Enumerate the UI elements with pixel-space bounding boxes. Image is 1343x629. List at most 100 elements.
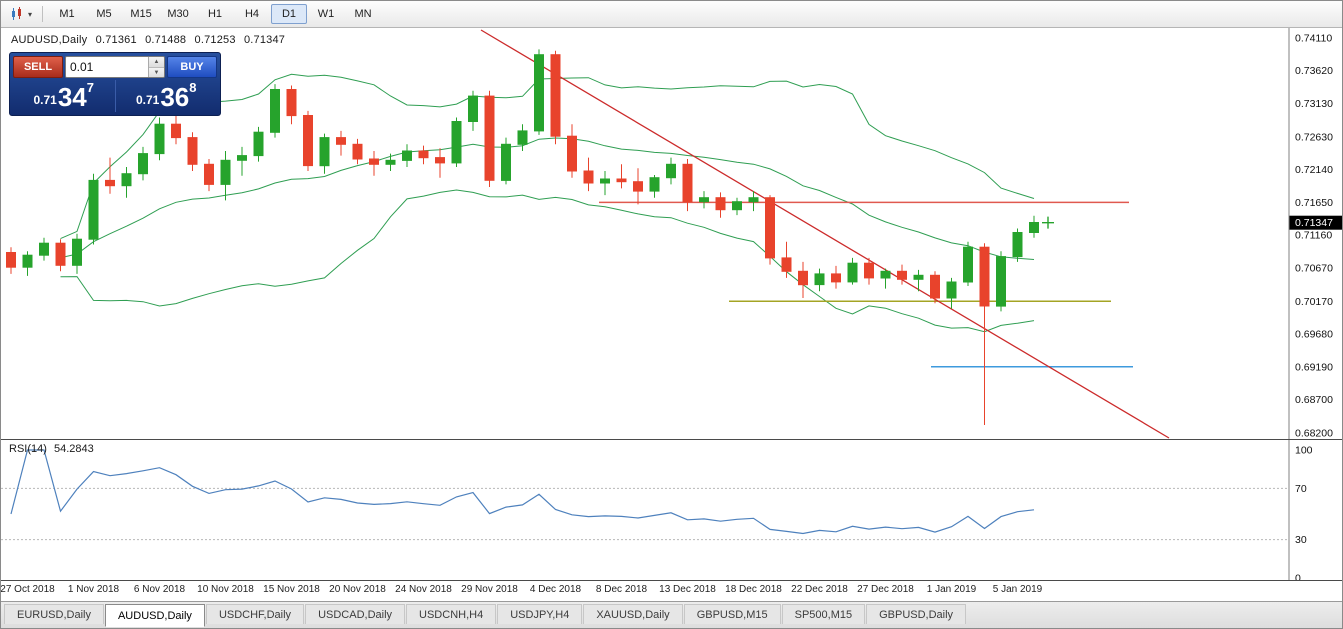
chart-tab-xauusd-daily[interactable]: XAUUSD,Daily xyxy=(583,604,683,624)
candles xyxy=(6,49,1039,425)
timeframe-button-m1[interactable]: M1 xyxy=(59,8,75,20)
svg-text:100: 100 xyxy=(1295,445,1313,457)
lot-spinner: ▲ ▼ xyxy=(148,57,164,77)
current-price-marker xyxy=(1042,216,1054,229)
rsi-value: 54.2843 xyxy=(53,443,94,455)
svg-text:70: 70 xyxy=(1295,483,1307,495)
lot-increase-button[interactable]: ▲ xyxy=(149,57,164,68)
ohlc-close: 0.71347 xyxy=(243,34,286,46)
rsi-line xyxy=(10,449,1035,535)
date-axis-label: 8 Dec 2018 xyxy=(595,584,648,595)
chart-symbol-label: AUDUSD,Daily xyxy=(11,34,88,46)
svg-text:0.71650: 0.71650 xyxy=(1295,197,1333,209)
date-axis-label: 27 Oct 2018 xyxy=(0,584,55,595)
date-axis-label: 5 Jan 2019 xyxy=(992,584,1043,595)
timeframe-button-h1[interactable]: H1 xyxy=(207,8,223,20)
date-axis-label: 1 Nov 2018 xyxy=(67,584,120,595)
svg-text:0.72630: 0.72630 xyxy=(1295,131,1333,143)
price-axis[interactable]: 0.74110 0.73620 0.73130 0.72630 0.72140 0.716… xyxy=(1288,28,1333,440)
ohlc-low: 0.71253 xyxy=(194,34,236,46)
svg-text:30: 30 xyxy=(1295,534,1307,546)
chart-type-button[interactable]: ▾ xyxy=(7,5,36,23)
date-axis-label: 29 Nov 2018 xyxy=(461,584,518,595)
date-axis-label: 10 Nov 2018 xyxy=(197,584,254,595)
date-axis-label: 22 Dec 2018 xyxy=(791,584,848,595)
chart-tab-usdcad-daily[interactable]: USDCAD,Daily xyxy=(305,604,406,624)
buy-price-display: 0.71 36 8 xyxy=(116,80,218,112)
timeframe-button-mn[interactable]: MN xyxy=(354,8,372,20)
chart-ohlc-header: AUDUSD,Daily 0.71361 0.71488 0.71253 0.7… xyxy=(11,34,290,46)
chart-tab-gbpusd-m15[interactable]: GBPUSD,M15 xyxy=(683,604,781,624)
toolbar-separator xyxy=(42,6,44,22)
buy-price-pipette: 8 xyxy=(189,80,197,95)
rsi-panel: 100 70 30 0 RSI(14) 54.2843 xyxy=(1,439,1343,581)
chart-tab-sp500-m15[interactable]: SP500,M15 xyxy=(781,604,866,624)
date-axis-label: 1 Jan 2019 xyxy=(926,584,977,595)
svg-text:0.68200: 0.68200 xyxy=(1295,428,1333,440)
chart-tab-usdcnh-h4[interactable]: USDCNH,H4 xyxy=(406,604,497,624)
lot-size-input[interactable] xyxy=(66,57,148,77)
current-price-tag: 0.71347 xyxy=(1289,215,1342,230)
svg-text:0.73130: 0.73130 xyxy=(1295,98,1333,110)
svg-text:0.72140: 0.72140 xyxy=(1295,164,1333,176)
svg-text:0: 0 xyxy=(1295,573,1301,581)
chart-tab-eurusd-daily[interactable]: EURUSD,Daily xyxy=(4,604,104,624)
svg-text:0.71160: 0.71160 xyxy=(1295,230,1332,242)
trend-line[interactable] xyxy=(480,29,1170,439)
lot-size-box: ▲ ▼ xyxy=(65,56,165,78)
sell-price-pipette: 7 xyxy=(86,80,94,95)
bollinger-bands xyxy=(60,73,1035,333)
rsi-label: RSI(14) xyxy=(9,443,47,455)
chart-tab-gbpusd-daily[interactable]: GBPUSD,Daily xyxy=(866,604,967,624)
top-toolbar: ▾ M1 M5 M15 M30 H1 H4 D1 W1 MN xyxy=(1,1,1342,28)
timeframe-buttons: M1 M5 M15 M30 H1 H4 D1 W1 MN xyxy=(49,4,381,24)
sell-button[interactable]: SELL xyxy=(13,56,63,78)
date-axis-label: 13 Dec 2018 xyxy=(659,584,716,595)
chart-tab-audusd-daily[interactable]: AUDUSD,Daily xyxy=(104,604,205,627)
timeframe-button-m5[interactable]: M5 xyxy=(96,8,112,20)
one-click-trading-panel: SELL ▲ ▼ BUY 0.71 34 7 0.71 xyxy=(9,52,221,116)
chevron-down-icon: ▾ xyxy=(28,9,33,19)
chart-tab-usdchf-daily[interactable]: USDCHF,Daily xyxy=(205,604,305,624)
chart-tabs-bar: EURUSD,Daily AUDUSD,Daily USDCHF,Daily USDC… xyxy=(1,601,1342,628)
date-axis-label: 27 Dec 2018 xyxy=(857,584,914,595)
svg-text:0.71347: 0.71347 xyxy=(1295,217,1333,229)
svg-text:0.68700: 0.68700 xyxy=(1295,394,1333,406)
timeframe-button-w1[interactable]: W1 xyxy=(317,8,335,20)
ohlc-high: 0.71488 xyxy=(145,34,187,46)
lot-decrease-button[interactable]: ▼ xyxy=(149,68,164,77)
buy-price-prefix: 0.71 xyxy=(135,93,160,107)
svg-text:0.70170: 0.70170 xyxy=(1295,296,1333,308)
sell-price-display: 0.71 34 7 xyxy=(13,80,116,112)
svg-text:0.74110: 0.74110 xyxy=(1295,33,1332,45)
horizontal-lines[interactable] xyxy=(599,201,1133,368)
svg-text:0.70670: 0.70670 xyxy=(1295,262,1333,274)
price-chart-canvas[interactable]: 0.74110 0.73620 0.73130 0.72630 0.72140 0.716… xyxy=(1,28,1343,439)
buy-button[interactable]: BUY xyxy=(167,56,217,78)
date-axis-label: 15 Nov 2018 xyxy=(263,584,320,595)
main-chart-panel: 0.74110 0.73620 0.73130 0.72630 0.72140 0.716… xyxy=(1,28,1343,439)
rsi-header: RSI(14) 54.2843 xyxy=(9,443,98,455)
date-axis-label: 6 Nov 2018 xyxy=(133,584,186,595)
date-axis-label: 20 Nov 2018 xyxy=(329,584,386,595)
sell-price-pips: 34 xyxy=(57,82,87,112)
timeframe-button-m15[interactable]: M15 xyxy=(130,8,152,20)
time-axis[interactable]: 27 Oct 2018 1 Nov 2018 6 Nov 2018 10 Nov 20… xyxy=(0,581,1342,601)
sell-price-prefix: 0.71 xyxy=(33,93,57,107)
buy-price-pips: 36 xyxy=(160,82,190,112)
svg-text:0.69680: 0.69680 xyxy=(1295,329,1333,341)
date-axis-label: 4 Dec 2018 xyxy=(529,584,582,595)
rsi-scale[interactable]: 100 70 30 0 xyxy=(1,440,1313,580)
date-axis-label: 18 Dec 2018 xyxy=(725,584,782,595)
chart-tab-usdjpy-h4[interactable]: USDJPY,H4 xyxy=(497,604,583,624)
timeframe-button-m30[interactable]: M30 xyxy=(167,8,189,20)
rsi-canvas[interactable]: 100 70 30 0 xyxy=(1,440,1343,580)
date-axis-label: 24 Nov 2018 xyxy=(395,584,452,595)
timeframe-button-h4[interactable]: H4 xyxy=(244,8,260,20)
svg-text:0.73620: 0.73620 xyxy=(1295,65,1333,77)
ohlc-open: 0.71361 xyxy=(95,34,137,46)
timeframe-button-d1[interactable]: D1 xyxy=(271,4,308,24)
svg-text:0.69190: 0.69190 xyxy=(1295,361,1333,373)
candlestick-chart-icon xyxy=(12,7,21,20)
